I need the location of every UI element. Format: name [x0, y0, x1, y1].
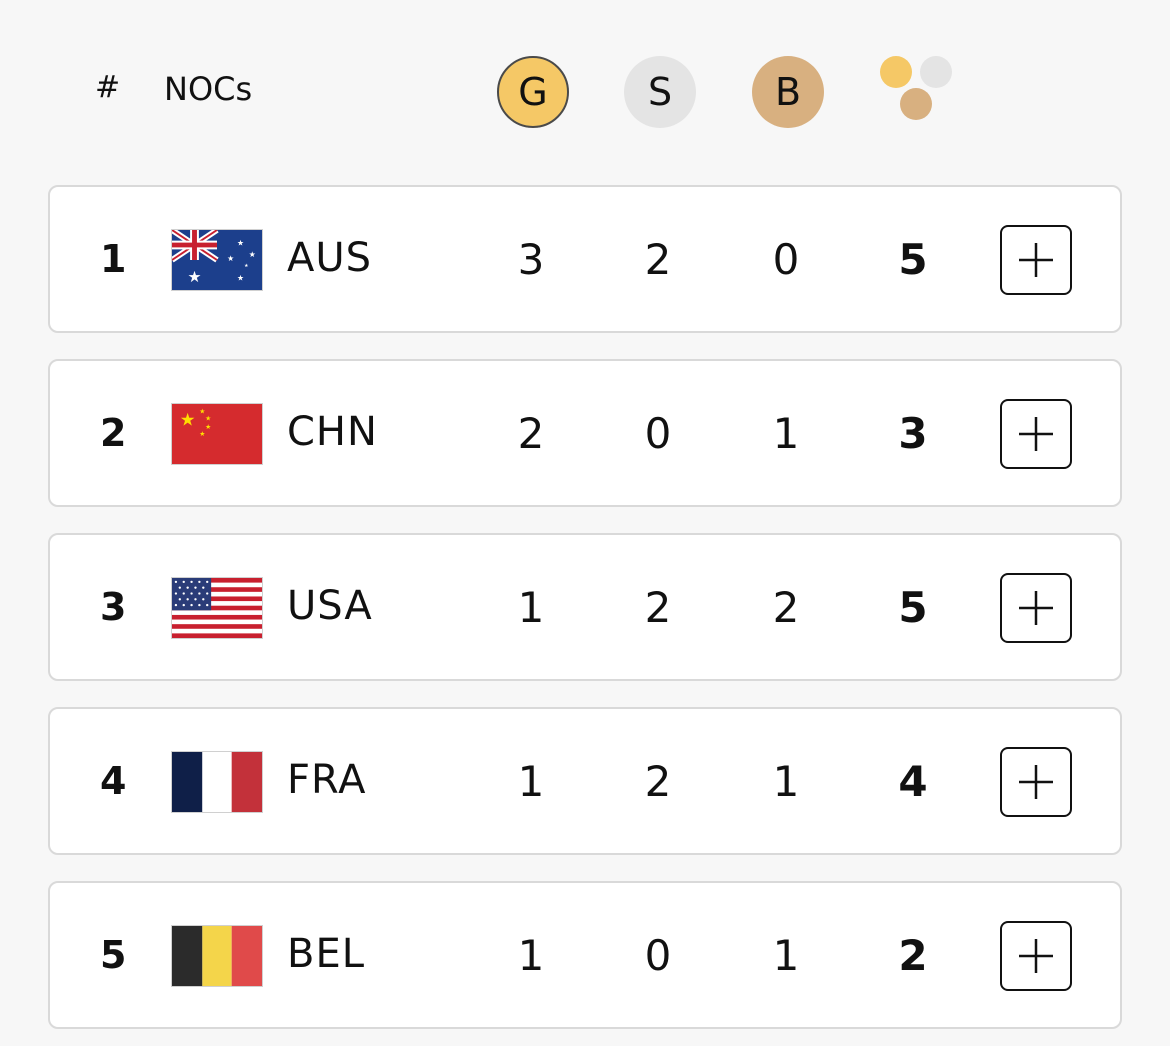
gold-count: 3 [517, 235, 545, 284]
flag-aus-icon: ★ ★ ★ ★ ★ ★ [171, 229, 263, 291]
total-count: 2 [898, 931, 928, 980]
rank-cell: 3 [100, 585, 127, 629]
noc-code[interactable]: USA [287, 583, 373, 629]
expand-row-button[interactable] [1000, 921, 1072, 991]
rank-cell: 1 [100, 237, 127, 281]
total-count: 5 [898, 235, 928, 284]
silver-count: 2 [644, 757, 672, 806]
table-row: 1 ★ ★ ★ ★ ★ ★ AUS 3 2 0 5 [48, 185, 1122, 333]
expand-row-button[interactable] [1000, 399, 1072, 469]
bronze-count: 0 [772, 235, 800, 284]
table-row: 4 FRA 1 2 1 4 [48, 707, 1122, 855]
expand-row-button[interactable] [1000, 573, 1072, 643]
bronze-count: 1 [772, 931, 800, 980]
noc-code[interactable]: CHN [287, 409, 378, 455]
silver-column-header[interactable]: S [624, 56, 696, 128]
expand-row-button[interactable] [1000, 747, 1072, 817]
svg-text:★: ★ [237, 273, 244, 282]
medal-stack-icon [880, 56, 912, 88]
plus-icon [1019, 591, 1053, 625]
table-header: # NOCs G S B [0, 0, 1170, 160]
svg-text:★: ★ [187, 268, 201, 286]
silver-count: 0 [644, 409, 672, 458]
bronze-column-header[interactable]: B [752, 56, 824, 128]
svg-text:★: ★ [205, 414, 211, 422]
bronze-count: 1 [772, 409, 800, 458]
flag-fra-icon [171, 751, 263, 813]
plus-icon [1019, 765, 1053, 799]
total-count: 5 [898, 583, 928, 632]
expand-row-button[interactable] [1000, 225, 1072, 295]
gold-count: 2 [517, 409, 545, 458]
noc-code[interactable]: BEL [287, 931, 365, 977]
svg-text:★: ★ [227, 254, 234, 263]
svg-text:★: ★ [180, 410, 196, 430]
svg-text:★: ★ [199, 430, 205, 438]
medal-stack-icon [900, 88, 932, 120]
table-row: 2 ★ ★ ★ ★ ★ CHN 2 0 1 3 [48, 359, 1122, 507]
svg-text:★: ★ [244, 263, 249, 269]
svg-text:★: ★ [237, 239, 244, 248]
plus-icon [1019, 243, 1053, 277]
gold-count: 1 [517, 583, 545, 632]
svg-text:★: ★ [199, 408, 205, 416]
gold-column-header[interactable]: G [497, 56, 569, 128]
noc-column-header[interactable]: NOCs [164, 70, 253, 108]
noc-code[interactable]: AUS [287, 235, 373, 281]
svg-text:★: ★ [205, 423, 211, 431]
noc-code[interactable]: FRA [287, 757, 367, 803]
total-column-header[interactable] [880, 56, 956, 122]
gold-count: 1 [517, 931, 545, 980]
table-row: 5 BEL 1 0 1 2 [48, 881, 1122, 1029]
rank-cell: 2 [100, 411, 127, 455]
rank-column-header[interactable]: # [95, 70, 121, 105]
flag-chn-icon: ★ ★ ★ ★ ★ [171, 403, 263, 465]
bronze-count: 2 [772, 583, 800, 632]
plus-icon [1019, 417, 1053, 451]
flag-usa-icon [171, 577, 263, 639]
flag-bel-icon [171, 925, 263, 987]
bronze-count: 1 [772, 757, 800, 806]
plus-icon [1019, 939, 1053, 973]
table-row: 3 USA 1 2 [48, 533, 1122, 681]
medal-stack-icon [920, 56, 952, 88]
total-count: 4 [898, 757, 928, 806]
silver-count: 2 [644, 235, 672, 284]
total-count: 3 [898, 409, 928, 458]
svg-text:★: ★ [249, 250, 256, 259]
silver-count: 0 [644, 931, 672, 980]
rank-cell: 5 [100, 933, 127, 977]
rank-cell: 4 [100, 759, 127, 803]
gold-count: 1 [517, 757, 545, 806]
silver-count: 2 [644, 583, 672, 632]
